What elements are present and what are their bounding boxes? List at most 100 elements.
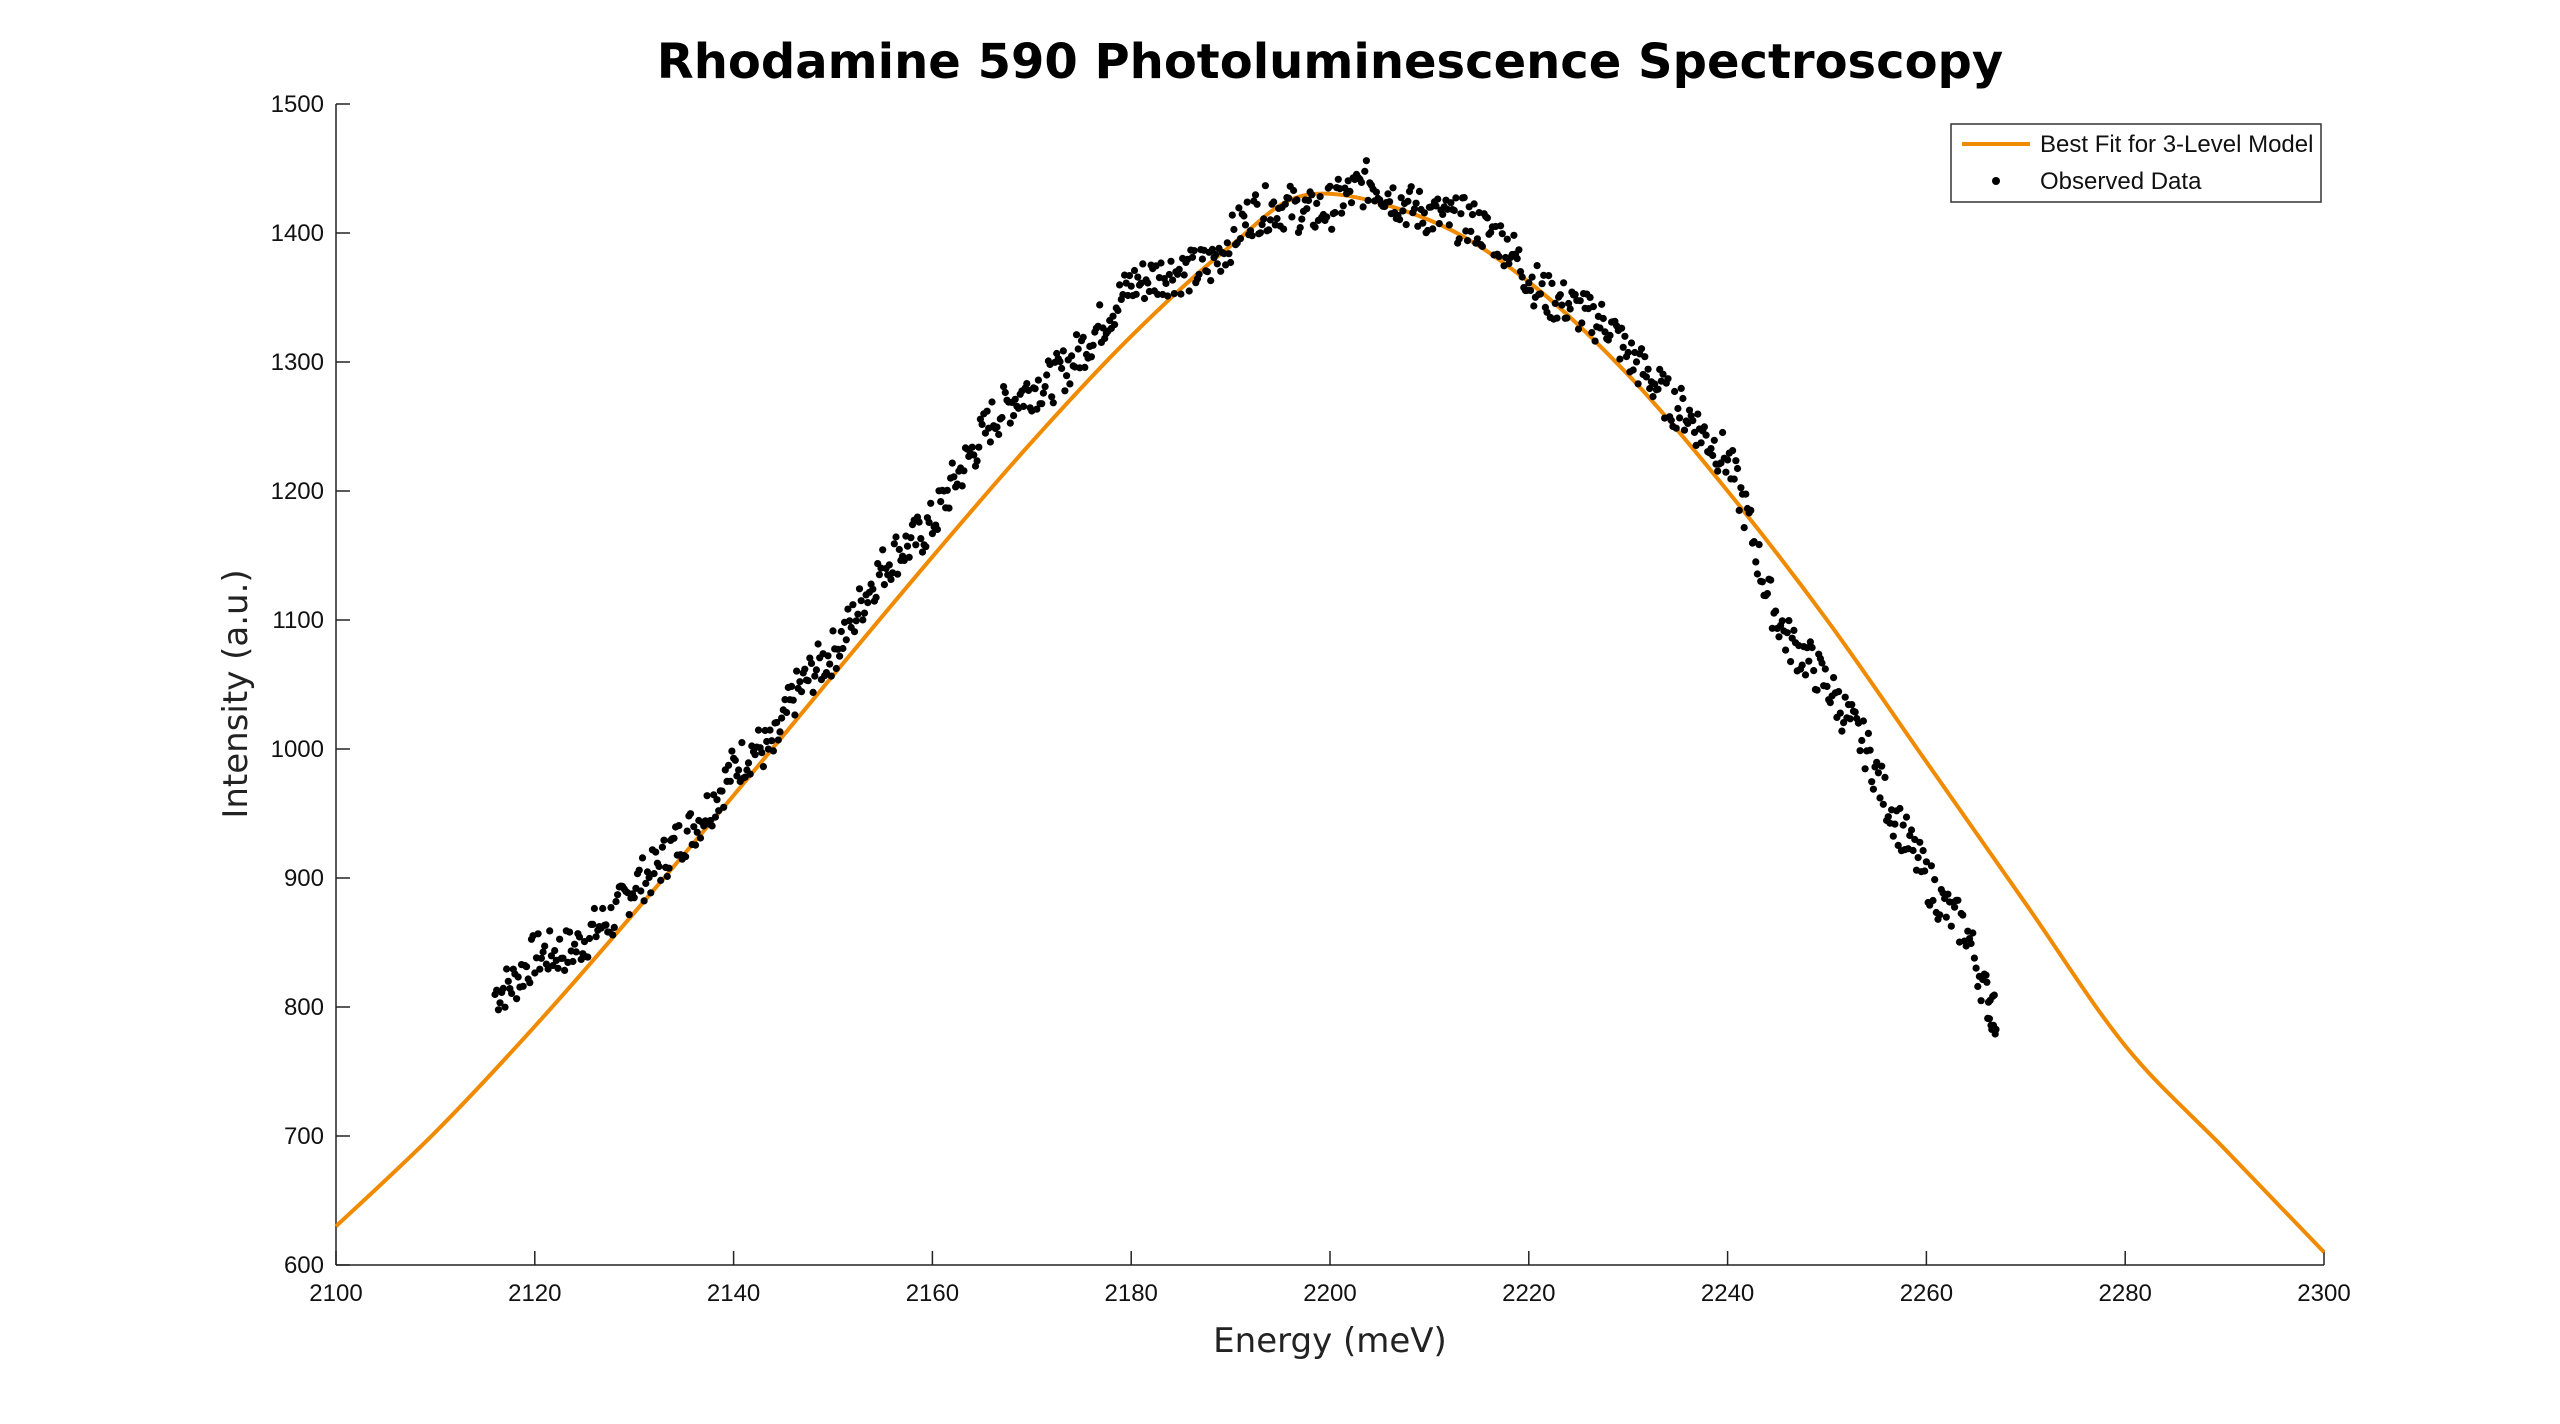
data-point [1164,292,1172,300]
data-point [1473,235,1481,243]
data-point [711,813,720,821]
data-point [1445,221,1453,229]
data-point [1806,638,1814,646]
data-point [890,540,898,548]
data-point [1790,626,1798,635]
x-tick-label: 2140 [707,1280,760,1307]
data-point [537,954,546,962]
data-point [1407,183,1415,191]
data-point [1372,188,1380,196]
data-point [1672,424,1680,432]
x-tick-label: 2180 [1105,1280,1158,1307]
data-point [1010,412,1018,420]
data-point [1619,343,1627,351]
data-point [1041,383,1049,391]
data-point [832,664,840,673]
data-point [1755,541,1763,549]
data-point [1772,607,1780,615]
data-point [1063,372,1071,380]
data-point [1435,220,1443,228]
data-point [522,963,531,971]
x-tick-label: 2220 [1502,1280,1555,1307]
data-point [1132,290,1140,298]
data-point [788,682,796,691]
data-point [1884,813,1892,821]
data-point [1637,345,1646,353]
data-point [912,541,920,549]
data-point [703,792,711,800]
data-point [1455,235,1463,243]
data-point [1667,416,1675,424]
data-point [630,894,638,902]
data-point [1861,765,1869,773]
data-point [1533,262,1541,270]
data-point [1565,299,1573,308]
data-point [975,443,983,451]
data-point [766,726,774,734]
data-point [551,947,559,955]
data-point [1651,380,1659,388]
data-point [937,498,945,506]
y-tick-label: 600 [284,1252,324,1279]
data-point [514,973,522,981]
data-point [539,948,547,956]
data-point [599,904,607,913]
data-point [1606,331,1614,339]
data-point [1429,225,1437,233]
data-point [1157,259,1165,267]
y-tick-label: 1500 [271,91,324,118]
data-point [1241,221,1250,229]
data-point [927,499,935,507]
data-point [801,665,809,673]
y-tick-label: 900 [284,865,324,892]
data-point [1339,202,1347,210]
data-point [1109,312,1117,320]
data-point [612,898,620,906]
data-point [731,756,739,764]
data-point [1513,255,1521,263]
data-point [1813,686,1821,694]
data-point [566,928,574,936]
data-point [1503,235,1511,243]
data-point [1212,251,1220,259]
data-point [892,533,900,541]
data-point [973,457,981,465]
data-point [1919,847,1927,855]
data-point [1134,273,1142,281]
data-point [1415,187,1424,195]
data-point [854,610,862,618]
data-point [1225,250,1233,258]
data-point [1515,246,1523,254]
legend-points-label: Observed Data [2040,168,2202,195]
data-point [1362,157,1370,165]
data-point [1288,213,1296,221]
data-point [1420,209,1428,217]
data-point [1724,456,1732,464]
data-point [836,652,844,660]
data-point [1463,237,1472,245]
data-point [1644,365,1652,373]
x-tick-label: 2280 [2099,1280,2152,1307]
data-point [885,561,893,569]
data-point [774,736,782,744]
y-axis-label: Intensity (a.u.) [216,569,256,818]
data-point [1273,215,1281,223]
data-point [1654,385,1662,393]
data-point [905,553,913,561]
data-point [643,868,652,876]
data-point [1588,329,1596,337]
data-point [1386,198,1394,206]
data-point [1891,820,1899,828]
data-point [744,759,753,767]
data-point [1676,414,1684,422]
data-point [1719,428,1727,437]
data-point [1460,194,1468,202]
data-point [1170,290,1178,298]
data-point [1457,210,1465,218]
data-point [826,660,834,668]
data-point [880,581,889,589]
chart-legend: Best Fit for 3-Level Model Observed Data [1950,123,2322,203]
data-point [1680,426,1689,434]
data-point [713,796,721,804]
